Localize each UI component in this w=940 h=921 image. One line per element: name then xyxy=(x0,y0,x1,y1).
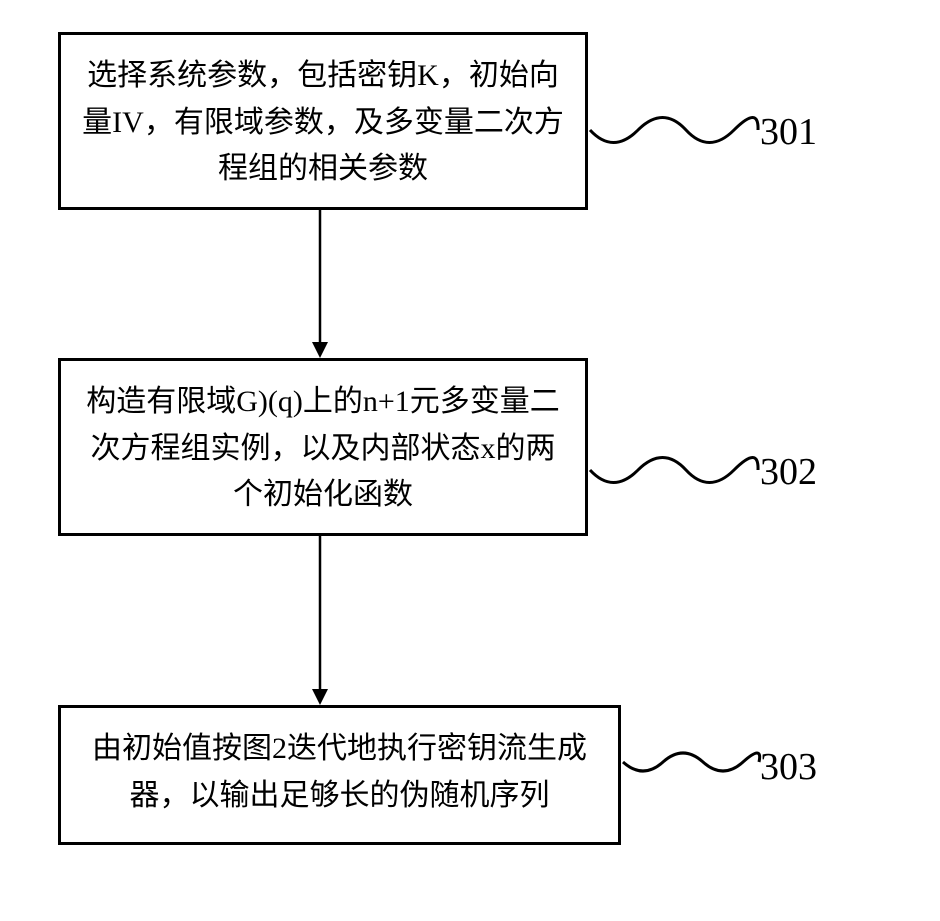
node-step-2-text: 构造有限域G)(q)上的n+1元多变量二次方程组实例，以及内部状态x的两个初始化… xyxy=(86,385,560,511)
node-step-3-text: 由初始值按图2迭代地执行密钥流生成器，以输出足够长的伪随机序列 xyxy=(92,732,587,812)
node-step-3: 由初始值按图2迭代地执行密钥流生成器，以输出足够长的伪随机序列 xyxy=(58,705,621,845)
label-301: 301 xyxy=(760,110,817,154)
label-303: 303 xyxy=(760,745,817,789)
squiggle-to-301 xyxy=(588,100,760,170)
arrow-2-to-3 xyxy=(300,536,340,705)
squiggle-to-303 xyxy=(621,740,761,790)
node-step-2: 构造有限域G)(q)上的n+1元多变量二次方程组实例，以及内部状态x的两个初始化… xyxy=(58,358,588,536)
squiggle-to-302 xyxy=(588,440,760,510)
flowchart-canvas: 选择系统参数，包括密钥K，初始向量IV，有限域参数，及多变量二次方程组的相关参数… xyxy=(0,0,940,921)
arrow-1-to-2 xyxy=(300,210,340,358)
node-step-1: 选择系统参数，包括密钥K，初始向量IV，有限域参数，及多变量二次方程组的相关参数 xyxy=(58,32,588,210)
node-step-1-text: 选择系统参数，包括密钥K，初始向量IV，有限域参数，及多变量二次方程组的相关参数 xyxy=(82,59,564,185)
label-302: 302 xyxy=(760,450,817,494)
